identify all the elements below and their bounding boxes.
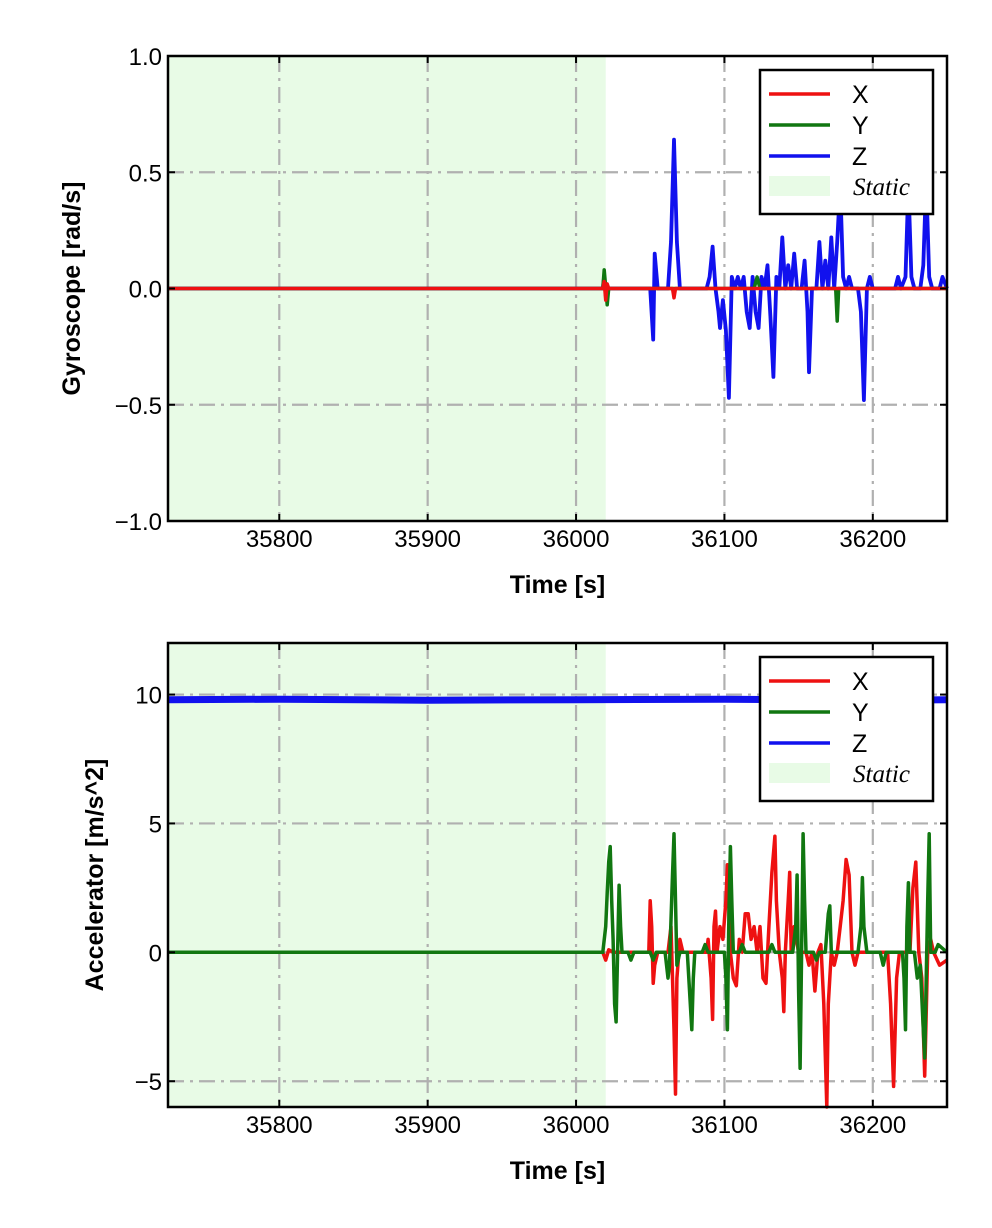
legend-label-z: Z [852, 730, 867, 758]
x-tick-label: 35800 [246, 1112, 313, 1139]
legend-label-static: Static [853, 174, 910, 201]
x-tick-label: 35800 [246, 526, 313, 553]
x-tick-label: 36200 [839, 526, 906, 553]
axis-ticks [168, 55, 947, 522]
legend-swatch-static [769, 176, 830, 196]
series-y-line [168, 832, 949, 1071]
x-tick-label: 36000 [543, 526, 610, 553]
y-tick-label: −0.5 [115, 393, 162, 420]
legend-swatch-static [769, 763, 830, 783]
static-region-band [168, 643, 606, 1107]
y-tick-label: 5 [149, 811, 162, 838]
y-axis-label: Gyroscope [rad/s] [58, 182, 86, 396]
axis-ticks [168, 643, 947, 1107]
y-tick-label: 0 [149, 940, 162, 967]
y-tick-label: −1.0 [115, 509, 162, 536]
gyroscope-chart: 35800 35900 36000 36100 36200 −1.0 −0.5 … [58, 44, 949, 599]
legend-label-x: X [852, 81, 869, 109]
legend-label-static: Static [853, 761, 910, 788]
x-axis-label: Time [s] [510, 571, 605, 599]
legend-label-x: X [852, 668, 869, 696]
accelerometer-chart: 35800 35900 36000 36100 36200 −5 0 5 10 … [81, 641, 949, 1185]
series-y-line [168, 268, 947, 323]
y-tick-label: 10 [135, 683, 162, 710]
x-tick-label: 35900 [394, 1112, 461, 1139]
legend-label-y: Y [852, 112, 869, 140]
x-tick-label: 36100 [691, 526, 758, 553]
y-tick-label: 0.0 [129, 277, 162, 304]
x-axis-label: Time [s] [510, 1157, 605, 1185]
x-tick-label: 36200 [839, 1112, 906, 1139]
plot-frame [166, 641, 949, 1109]
legend: X Y Z Static [758, 68, 935, 216]
x-tick-label: 36000 [543, 1112, 610, 1139]
x-tick-label: 36100 [691, 1112, 758, 1139]
series-x-line [168, 279, 947, 302]
legend-label-z: Z [852, 143, 867, 171]
series-layer [168, 137, 949, 403]
y-tick-label: 0.5 [129, 160, 162, 187]
legend: X Y Z Static [758, 655, 935, 803]
y-tick-label: −5 [135, 1069, 162, 1096]
y-axis-label: Accelerator [m/s^2] [81, 759, 109, 992]
y-tick-label: 1.0 [129, 44, 162, 71]
x-tick-label: 35900 [394, 526, 461, 553]
legend-label-y: Y [852, 699, 869, 727]
